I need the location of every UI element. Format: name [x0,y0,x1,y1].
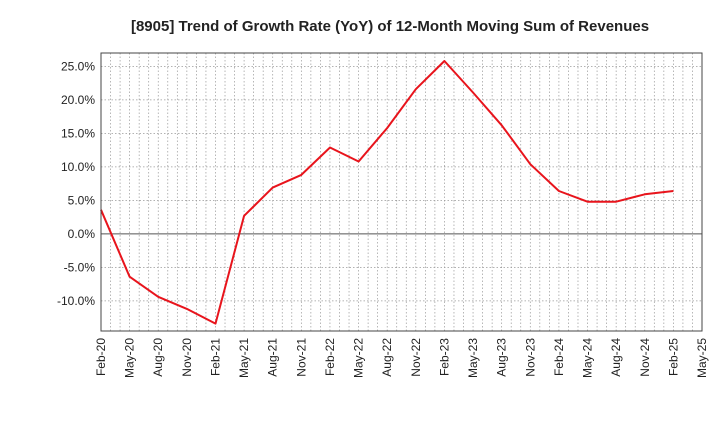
y-tick-label: 5.0% [68,193,96,207]
y-tick-label: 15.0% [61,126,95,140]
chart-title: [8905] Trend of Growth Rate (YoY) of 12-… [131,18,649,35]
x-tick-label: Aug-21 [266,338,280,377]
x-tick-label: Feb-20 [94,338,108,376]
y-tick-label: -5.0% [64,260,96,274]
y-tick-label: -10.0% [57,294,95,308]
x-tick-label: May-24 [581,338,595,378]
x-axis-ticks: Feb-20 May-20 Aug-20 Nov-20 Feb-21 May-21 Aug-… [94,338,709,378]
y-axis-ticks: -10.0% -5.0% 0.0% 5.0% 10.0% 15.0% 20.0% 25.0% [57,59,95,307]
x-tick-label: Nov-21 [294,338,308,377]
x-tick-label: Aug-20 [151,338,165,377]
x-tick-label: Aug-24 [609,338,623,377]
x-tick-label: Nov-20 [180,338,194,377]
x-tick-label: Feb-25 [666,338,680,376]
plot-area-frame [100,52,703,332]
y-tick-label: 25.0% [61,59,95,73]
x-tick-label: May-25 [695,338,709,378]
series-line [100,60,674,325]
x-tick-label: Nov-23 [523,338,537,377]
y-tick-label: 0.0% [68,227,96,241]
y-tick-label: 20.0% [61,93,95,107]
x-tick-label: Nov-22 [409,338,423,377]
x-tick-label: May-20 [123,338,137,378]
x-tick-label: Feb-22 [323,338,337,376]
x-tick-label: May-21 [237,338,251,378]
x-tick-label: Feb-21 [208,338,222,376]
x-tick-label: Feb-24 [552,338,566,376]
x-tick-label: May-22 [352,338,366,378]
x-tick-label: Aug-22 [380,338,394,377]
x-tick-label: May-23 [466,338,480,378]
y-tick-label: 10.0% [61,160,95,174]
x-tick-label: Aug-23 [495,338,509,377]
grid [100,53,702,331]
x-tick-label: Nov-24 [638,338,652,377]
x-tick-label: Feb-23 [437,338,451,376]
